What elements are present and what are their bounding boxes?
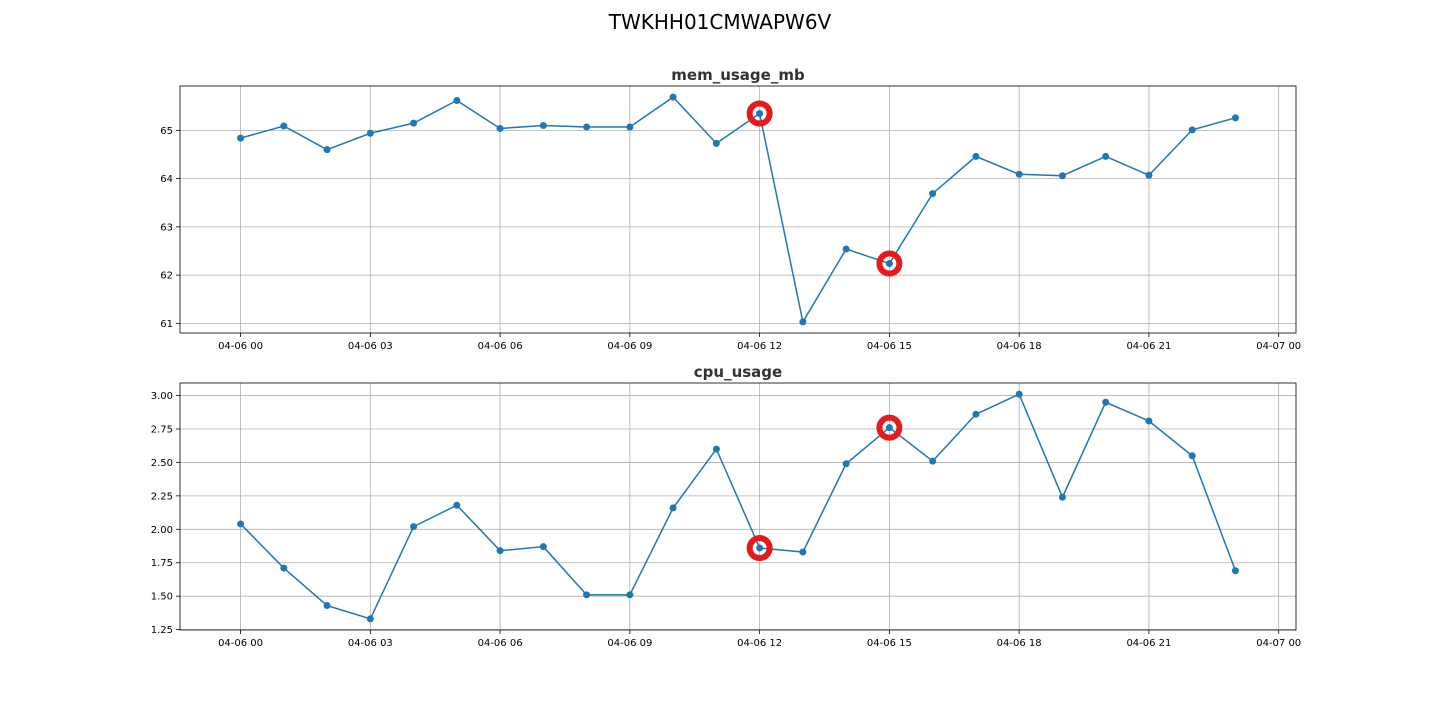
data-point <box>799 548 807 556</box>
data-point <box>626 591 634 599</box>
data-point <box>237 134 245 142</box>
chart-title: cpu_usage <box>694 363 782 381</box>
data-point <box>1058 493 1066 501</box>
data-point <box>539 543 547 551</box>
data-point <box>280 564 288 572</box>
data-point <box>626 123 634 131</box>
data-point <box>410 119 418 127</box>
data-point <box>1145 417 1153 425</box>
data-point <box>929 457 937 465</box>
y-tick-label: 62 <box>160 271 173 282</box>
data-point <box>1231 114 1239 122</box>
data-point <box>972 410 980 418</box>
data-point <box>323 602 331 610</box>
figure-title: TWKHH01CMWAPW6V <box>608 10 832 34</box>
data-point <box>366 615 374 623</box>
y-tick-label: 2.75 <box>151 425 173 436</box>
x-tick-label: 04-06 12 <box>737 638 782 649</box>
data-point <box>237 520 245 528</box>
data-point <box>453 501 461 509</box>
y-tick-label: 1.25 <box>151 625 173 636</box>
series-line <box>240 393 1237 620</box>
cpu-usage-chart: cpu_usage 04-06 00 04-06 03 04-06 06 04-06 0… <box>151 363 1301 649</box>
data-point <box>756 109 764 117</box>
data-point <box>1058 172 1066 180</box>
y-tick-label: 2.25 <box>151 491 173 502</box>
data-point <box>323 146 331 154</box>
series-line <box>240 96 1236 324</box>
axes-frame <box>179 85 1297 334</box>
anomaly-marker <box>746 100 773 127</box>
data-point <box>1015 170 1023 178</box>
data-point <box>712 445 720 453</box>
y-tick-label: 1.50 <box>151 592 173 603</box>
chart-title: mem_usage_mb <box>671 66 805 84</box>
x-tick-label: 04-06 15 <box>867 638 912 649</box>
data-point <box>669 93 677 101</box>
x-tick-label: 04-06 09 <box>607 341 652 352</box>
y-tick-label: 64 <box>160 174 173 185</box>
x-tick-label: 04-06 09 <box>607 638 652 649</box>
data-point <box>669 504 677 512</box>
data-point <box>842 460 850 468</box>
data-point <box>539 122 547 130</box>
x-tick-label: 04-06 21 <box>1126 638 1171 649</box>
y-tick-label: 2.00 <box>151 525 173 536</box>
data-point <box>972 152 980 160</box>
x-tick-label: 04-07 00 <box>1256 341 1301 352</box>
data-point <box>366 129 374 137</box>
x-tick-label: 04-06 06 <box>478 638 523 649</box>
data-point <box>453 96 461 104</box>
data-point <box>496 547 504 555</box>
data-point <box>1188 126 1196 134</box>
data-point <box>885 424 893 432</box>
y-tick-label: 2.50 <box>151 458 173 469</box>
data-point <box>280 122 288 130</box>
y-tick-label: 3.00 <box>151 391 173 402</box>
x-tick-label: 04-06 12 <box>737 341 782 352</box>
data-point <box>1145 171 1153 179</box>
data-point <box>712 139 720 147</box>
x-tick-label: 04-06 03 <box>348 341 393 352</box>
data-point <box>799 318 807 326</box>
x-tick-label: 04-06 06 <box>478 341 523 352</box>
mem-usage-chart: mem_usage_mb 04-06 00 04-06 03 04-06 06 04-0… <box>160 66 1301 352</box>
data-point <box>1102 398 1110 406</box>
x-tick-label: 04-06 18 <box>997 638 1042 649</box>
data-point <box>1015 390 1023 398</box>
anomaly-marker <box>876 414 903 441</box>
axes-frame <box>179 382 1297 631</box>
anomaly-marker <box>876 250 903 277</box>
data-point <box>1231 567 1239 575</box>
y-tick-label: 65 <box>160 126 173 137</box>
data-point <box>583 123 591 131</box>
data-point <box>1188 452 1196 460</box>
data-point <box>496 124 504 132</box>
x-tick-label: 04-06 21 <box>1126 341 1171 352</box>
x-tick-label: 04-06 00 <box>218 638 263 649</box>
data-point <box>756 544 764 552</box>
y-tick-label: 61 <box>160 319 173 330</box>
anomaly-marker <box>746 535 773 562</box>
data-point <box>583 591 591 599</box>
data-point <box>1102 152 1110 160</box>
y-tick-label: 1.75 <box>151 558 173 569</box>
data-point <box>929 190 937 198</box>
x-tick-label: 04-06 18 <box>997 341 1042 352</box>
x-tick-label: 04-06 15 <box>867 341 912 352</box>
x-tick-label: 04-07 00 <box>1256 638 1301 649</box>
y-tick-label: 63 <box>160 222 173 233</box>
x-tick-label: 04-06 03 <box>348 638 393 649</box>
data-point <box>410 523 418 531</box>
data-point <box>842 245 850 253</box>
data-point <box>885 260 893 268</box>
x-tick-label: 04-06 00 <box>218 341 263 352</box>
